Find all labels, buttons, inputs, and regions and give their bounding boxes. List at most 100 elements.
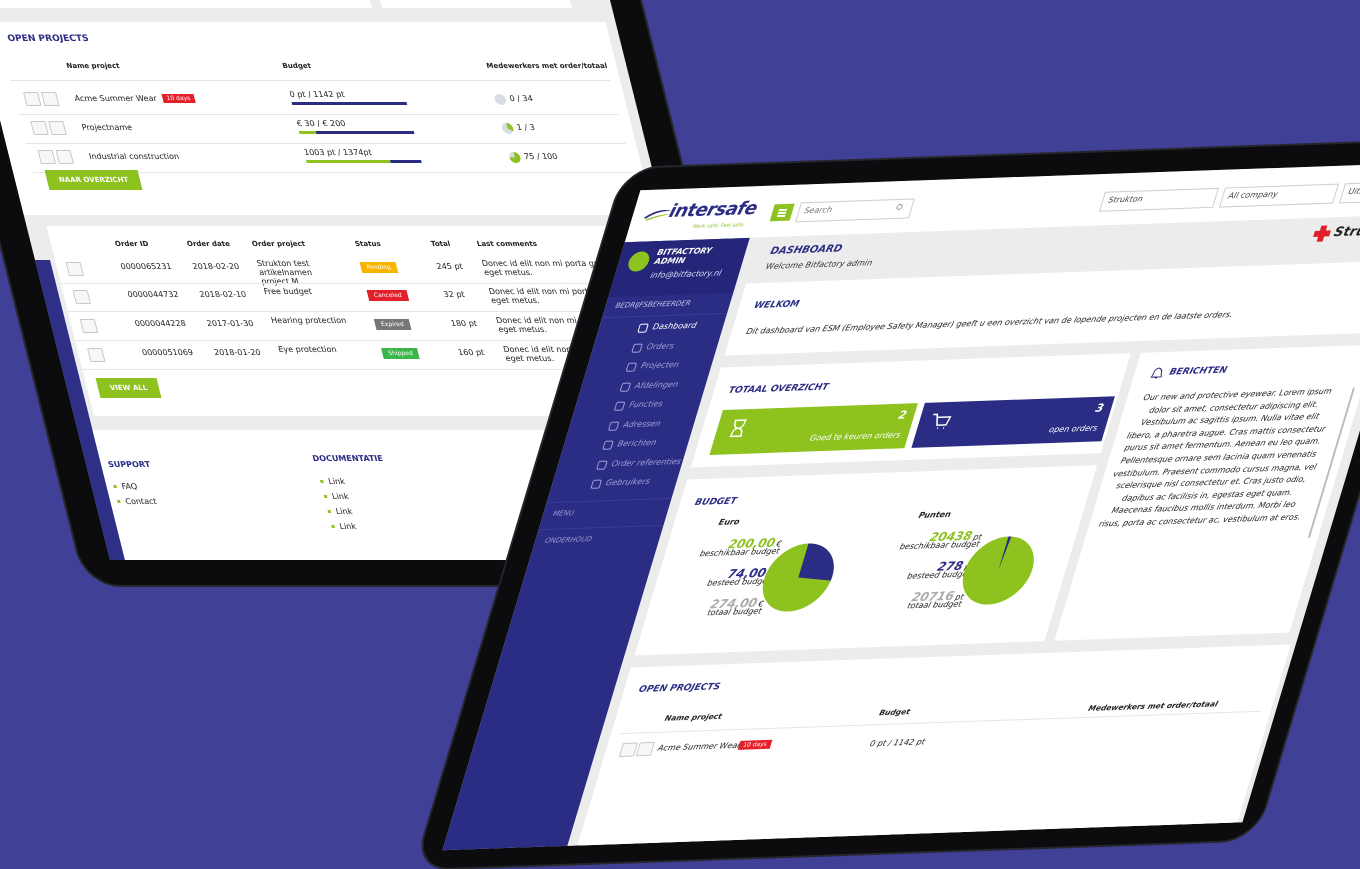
footer-link[interactable]: Contact <box>124 497 157 506</box>
row-divider <box>19 114 619 115</box>
brand: Strukton <box>1332 223 1360 240</box>
budget-text: 1003 pt / 1374pt <box>303 148 373 157</box>
panel-title: BERICHTEN <box>1168 366 1228 378</box>
order-id: 0000065231 <box>120 262 173 271</box>
order-project: Strukton test artikelnamen project M <box>256 259 338 286</box>
column-header: Medewerkers met order/totaal <box>486 62 609 70</box>
employee-count: 0 / 34 <box>509 94 534 103</box>
budget-remaining <box>390 160 422 163</box>
column-header: Status <box>354 240 382 248</box>
project-name: Projectname <box>81 123 133 132</box>
link-bullet <box>117 500 121 503</box>
page: OPEN PROJECTS Name project Budget Medewerke… <box>0 0 1360 765</box>
menu-item[interactable]: Afdelingen <box>634 379 680 390</box>
column-header: Order ID <box>114 240 149 248</box>
row-divider <box>26 143 626 144</box>
order-id: 0000044228 <box>134 319 187 328</box>
status-badge: Expired <box>374 319 411 330</box>
footer-link[interactable]: Link <box>331 492 350 501</box>
menu-item[interactable]: Adressen <box>622 419 662 429</box>
footer-link[interactable]: FAQ <box>121 482 139 491</box>
view-button[interactable] <box>56 150 75 164</box>
menu-icon-line <box>778 212 786 214</box>
order-id: 0000044732 <box>127 290 180 299</box>
view-all-button[interactable]: VIEW ALL <box>96 378 162 398</box>
logo: intersafe <box>667 198 760 222</box>
row-divider <box>68 311 668 312</box>
order-project: Eye protection <box>277 345 354 354</box>
row-divider <box>61 283 661 284</box>
view-button[interactable] <box>80 319 99 333</box>
select-value: Strukton <box>1107 194 1144 204</box>
column-header: Name project <box>66 62 121 70</box>
order-project: Free budget <box>263 287 340 296</box>
view-button[interactable] <box>87 348 106 362</box>
employee-count: 1 / 3 <box>516 123 536 132</box>
search-placeholder: Search <box>803 205 833 215</box>
column-header: Last comments <box>476 240 538 248</box>
view-button[interactable] <box>41 92 60 106</box>
menu-section[interactable]: MENU <box>552 509 575 518</box>
menu-icon-line <box>779 209 787 211</box>
tile-value: 3 <box>1070 402 1106 416</box>
link-bullet <box>324 495 328 498</box>
menu-item[interactable]: Orders <box>646 341 676 351</box>
order-date: 2018-02-20 <box>192 262 241 271</box>
order-total: 245 pt <box>436 262 464 271</box>
footer-link[interactable]: Link <box>339 522 358 531</box>
order-date: 2018-02-10 <box>199 290 248 299</box>
budget-group: Punten <box>918 510 953 520</box>
column-header: Total <box>430 240 451 248</box>
section-title: OPEN PROJECTS <box>7 34 90 44</box>
edit-button[interactable] <box>30 121 49 135</box>
panel-title: WELKOM <box>753 299 801 311</box>
menu-item[interactable]: Dashboard <box>652 321 698 332</box>
order-total: 180 pt <box>450 319 478 328</box>
footer-link[interactable]: Link <box>335 507 354 516</box>
column-header: Order project <box>251 240 306 248</box>
budget-used <box>306 160 391 163</box>
overview-button[interactable]: NAAR OVERZICHT <box>45 170 143 190</box>
order-project: Hearing protection <box>270 316 347 325</box>
column-header: Budget <box>282 62 312 70</box>
menu-item[interactable]: Gebruikers <box>605 477 651 488</box>
search-icon-lens <box>896 204 903 209</box>
project-name: Industrial construction <box>88 152 180 161</box>
order-date: 2018-01-20 <box>213 348 262 357</box>
menu-item[interactable]: Projecten <box>640 360 680 370</box>
budget-remaining <box>292 102 408 105</box>
column-header: Budget <box>878 707 911 717</box>
top-card <box>378 0 573 8</box>
link-bullet <box>328 510 332 513</box>
view-button[interactable] <box>73 290 92 304</box>
menu-icon-line <box>777 215 785 217</box>
edit-button[interactable] <box>23 92 42 106</box>
budget-text: € 30 / € 200 <box>296 119 347 128</box>
order-date: 2017-01-30 <box>206 319 255 328</box>
menu-item[interactable]: Functies <box>628 399 664 409</box>
user-name: BITFACTORY ADMIN <box>653 246 720 266</box>
edit-button[interactable] <box>38 150 57 164</box>
status-badge: Shipped <box>381 348 420 359</box>
select-value: Uitloggen <box>1347 186 1360 196</box>
status-badge: Pending <box>360 262 399 273</box>
footer-title: DOCUMENTATIE <box>312 454 384 463</box>
status-badge: Canceled <box>367 290 410 301</box>
top-card <box>0 0 372 8</box>
deadline-badge: 10 days <box>738 740 772 750</box>
footer-link[interactable]: Link <box>327 477 346 486</box>
menu-item[interactable]: Berichten <box>616 438 657 448</box>
order-total: 32 pt <box>443 290 466 299</box>
view-button[interactable] <box>66 262 85 276</box>
select-value: All company <box>1227 190 1279 201</box>
budget-remaining <box>316 131 415 134</box>
row-divider <box>10 80 610 81</box>
view-button[interactable] <box>48 121 67 135</box>
footer-title: SUPPORT <box>107 460 151 469</box>
budget-group: Euro <box>718 517 741 527</box>
order-id: 0000051069 <box>141 348 194 357</box>
budget-text: 0 pt / 1142 pt <box>289 90 346 99</box>
employee-count: 75 / 100 <box>523 152 558 161</box>
link-bullet <box>320 480 324 483</box>
tile-value: 2 <box>873 408 909 422</box>
